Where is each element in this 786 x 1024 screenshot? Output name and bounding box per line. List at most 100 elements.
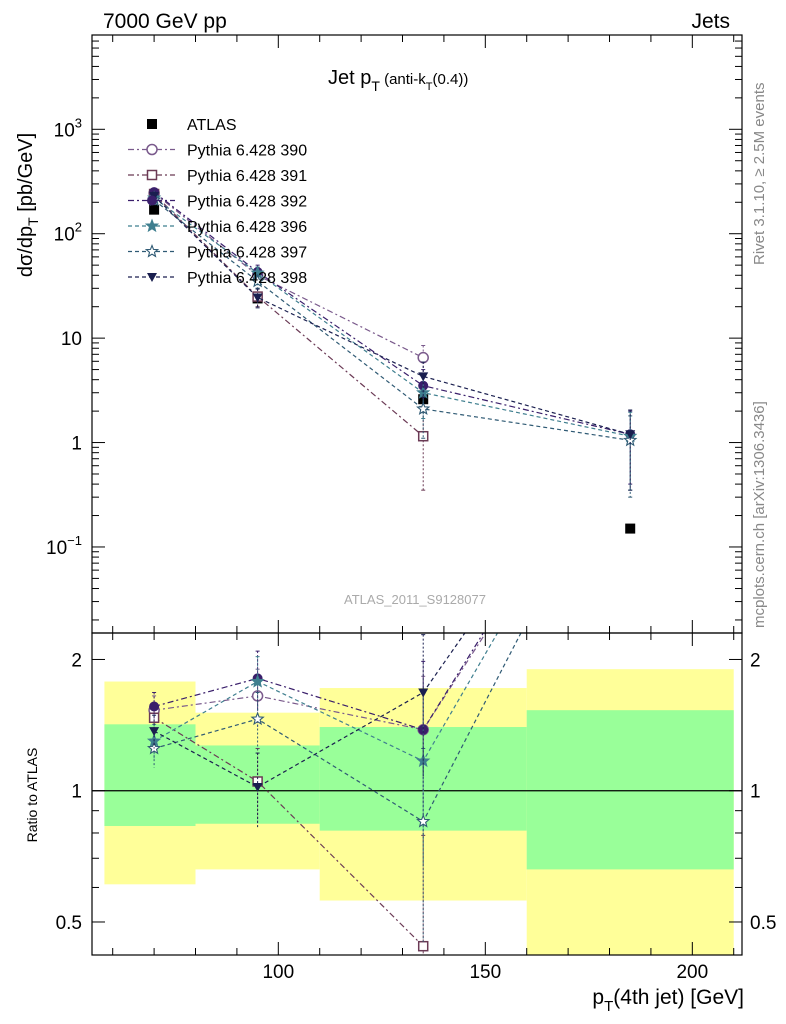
legend-marker [146,143,158,156]
ratio-tick-labels: 0.5 0.5 1 1 2 2 100 150 200 [56,650,777,983]
series-p396 [146,190,638,491]
data-point-shape [417,351,429,364]
ratio-point-shape [149,701,160,712]
legend-marker-shape [146,143,158,156]
legend-label: Pythia 6.428 390 [187,143,307,160]
svg-text:dσ/dpT [pb/GeV]: dσ/dpT [pb/GeV] [15,133,41,277]
ratio-point [416,813,431,828]
data-point [416,401,431,415]
legend-label: Pythia 6.428 396 [187,219,307,236]
series-p398 [149,191,636,491]
legend-label: ATLAS [187,117,237,134]
legend-entry: Pythia 6.428 396 [128,218,307,236]
data-point-shape [625,523,636,534]
ratio-frame [91,632,743,956]
ratio-point-shape [149,727,160,737]
title-algo-sub: T [426,81,433,93]
main-y-axis-label: dσ/dpT [pb/GeV] [15,133,41,277]
main-plot-area [146,187,638,534]
title-algo: (anti-k [380,71,426,88]
ratio-line [154,633,487,731]
ratio-point [250,711,265,726]
series-line [153,192,424,359]
legend-entry: Pythia 6.428 390 [128,143,307,160]
ratio-y-axis-label: Ratio to ATLAS [24,748,40,843]
ratio-point [418,688,429,698]
data-point [418,372,429,382]
series-line [153,191,631,435]
ratio-point-shape [252,782,263,792]
legend-label: Pythia 6.428 391 [187,168,307,185]
title-sub-t: T [371,78,380,94]
ratio-point-shape [417,940,429,952]
data-point [252,293,263,303]
x-tick-label: 100 [262,962,294,983]
y-tick-label: 10−1 [46,533,82,559]
ratio-point [417,940,429,952]
ratio-panel: 0.5 0.5 1 1 2 2 100 150 200 Ratio to ATLAS pT(4t… [24,632,777,1015]
ratio-x-axis-label: pT(4th jet) [GeV] [592,986,744,1015]
data-point [625,430,636,440]
ratio-point [250,674,265,688]
ratio-point-shape [416,813,431,828]
ratio-point-shape [250,674,265,688]
ratio-y-tick-label-right: 1 [750,782,761,803]
svg-text:pT(4th jet) [GeV]: pT(4th jet) [GeV] [592,986,744,1015]
legend-marker-shape [144,218,160,233]
main-y-tick-labels: 10−1 1 10 102 103 [46,115,82,559]
legend-marker-shape [146,169,158,181]
chart-title: Jet pT (anti-kT(0.4)) [328,67,468,94]
rivet-label: Rivet 3.1.10, ≥ 2.5M events [751,83,768,266]
legend-label: Pythia 6.428 397 [187,245,307,262]
legend-marker [147,119,157,129]
series-line [153,197,631,437]
data-point-shape [252,293,263,303]
ratio-point [149,701,160,712]
ratio-line [153,633,466,788]
legend-marker [144,218,160,233]
legend-marker [147,195,157,206]
y-tick-label: 102 [54,220,82,246]
legend-label: Pythia 6.428 392 [187,194,307,211]
ratio-y-tick-label-left: 0.5 [56,913,82,934]
legend-entry: Pythia 6.428 398 [128,270,307,287]
legend-marker-shape [144,243,160,258]
header-energy: 7000 GeV pp [103,10,227,33]
legend-marker [146,169,158,181]
ratio-y-tick-label-left: 1 [71,782,82,803]
uncertainty-band-inner [104,724,196,827]
ratio-y-tick-label-right: 2 [750,650,761,671]
data-point [417,351,429,364]
header-category: Jets [691,10,730,33]
main-axis-ticks [92,34,742,633]
ratio-series-p398 [149,633,466,829]
ratio-series-p397 [146,633,522,942]
legend-marker [144,243,160,258]
legend-marker [147,273,157,282]
legend-marker-shape [147,119,157,129]
ratio-plot-area [92,633,742,955]
y-tick-label: 10 [61,329,82,350]
ratio-point [149,727,160,737]
title-radius: (0.4)) [433,71,469,88]
legend-entry: Pythia 6.428 391 [128,168,307,185]
ratio-line [153,633,522,823]
x-tick-label: 200 [676,962,708,983]
analysis-watermark: ATLAS_2011_S9128077 [344,592,486,607]
data-point-shape [250,273,265,288]
ratio-point-shape [418,688,429,698]
legend-entry: ATLAS [147,117,237,134]
mcplots-label: mcplots.cern.ch [arXiv:1306.3436] [751,401,768,628]
legend-entry: Pythia 6.428 397 [128,243,307,262]
series-p397 [146,192,638,498]
legend-marker-shape [147,195,157,206]
title-main: Jet p [328,67,371,89]
data-point [250,273,265,288]
data-point-shape [625,430,636,440]
data-point-shape [418,372,429,382]
legend-label: Pythia 6.428 398 [187,270,307,287]
legend-entry: Pythia 6.428 392 [128,194,307,211]
data-point [149,204,160,215]
